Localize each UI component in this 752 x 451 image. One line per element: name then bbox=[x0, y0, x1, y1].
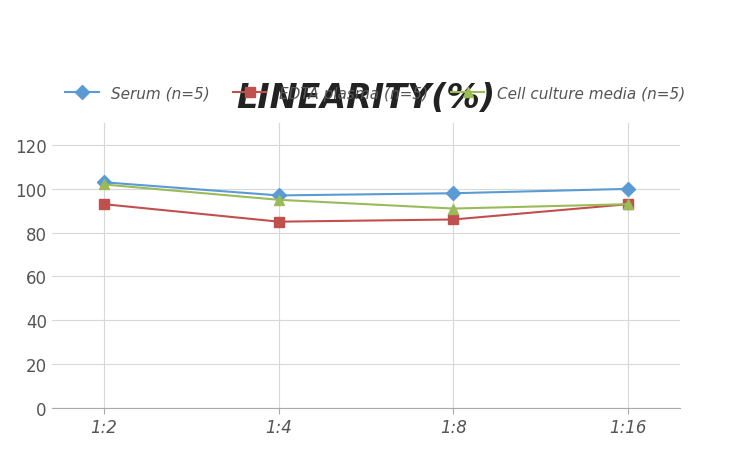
EDTA plasma (n=5) bbox=[449, 217, 458, 223]
EDTA plasma (n=5) bbox=[623, 202, 632, 207]
Serum (n=5) bbox=[623, 187, 632, 192]
Legend: Serum (n=5), EDTA plasma (n=5), Cell culture media (n=5): Serum (n=5), EDTA plasma (n=5), Cell cul… bbox=[59, 81, 691, 108]
Cell culture media (n=5) bbox=[449, 207, 458, 212]
Title: LINEARITY(%): LINEARITY(%) bbox=[236, 81, 496, 114]
Serum (n=5) bbox=[274, 193, 284, 199]
Cell culture media (n=5) bbox=[623, 202, 632, 207]
Line: Cell culture media (n=5): Cell culture media (n=5) bbox=[99, 180, 633, 214]
EDTA plasma (n=5) bbox=[274, 220, 284, 225]
Serum (n=5) bbox=[449, 191, 458, 197]
Cell culture media (n=5) bbox=[274, 198, 284, 203]
EDTA plasma (n=5) bbox=[99, 202, 108, 207]
Line: EDTA plasma (n=5): EDTA plasma (n=5) bbox=[99, 200, 633, 227]
Line: Serum (n=5): Serum (n=5) bbox=[99, 178, 633, 201]
Serum (n=5) bbox=[99, 180, 108, 186]
Cell culture media (n=5) bbox=[99, 182, 108, 188]
